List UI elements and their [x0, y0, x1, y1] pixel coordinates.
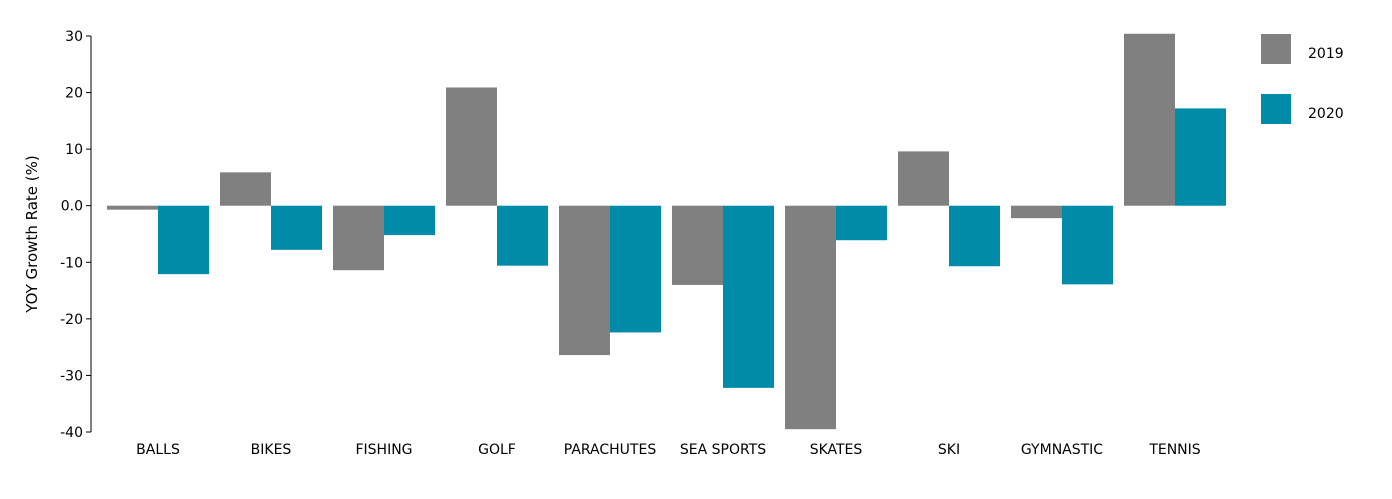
category-label: BIKES — [251, 442, 292, 458]
bar-2019-ski — [898, 151, 949, 206]
y-tick-label: 0.0 — [61, 199, 83, 215]
legend-label: 2020 — [1308, 106, 1344, 122]
bars — [107, 33, 1226, 430]
y-tick-label: -20 — [60, 312, 83, 328]
bar-2019-bikes — [220, 172, 271, 206]
category-label: SEA SPORTS — [680, 442, 766, 458]
y-tick-label: 30 — [65, 29, 83, 45]
bar-2020-balls — [158, 205, 209, 275]
y-tick-label: -10 — [60, 255, 83, 271]
category-label: SKI — [938, 442, 960, 458]
bar-2019-parachutes — [559, 205, 610, 356]
bar-2020-parachutes — [610, 205, 661, 333]
bar-2019-sea-sports — [672, 205, 723, 285]
y-axis: 30 20 10 0.0 -10 -20 -30 -40 — [60, 29, 92, 441]
bar-2019-balls — [107, 205, 158, 210]
bar-2019-gymnastic — [1011, 205, 1062, 219]
category-labels: BALLS BIKES FISHING GOLF PARACHUTES SEA SPORT… — [136, 442, 1201, 458]
legend-swatch-2019 — [1261, 34, 1291, 64]
legend: 2019 2020 — [1261, 34, 1344, 124]
y-tick-label: -40 — [60, 425, 83, 441]
category-label: SKATES — [810, 442, 863, 458]
y-tick-label: 20 — [65, 86, 83, 102]
category-label: TENNIS — [1148, 442, 1200, 458]
category-label: BALLS — [136, 442, 180, 458]
bar-2020-golf — [497, 205, 548, 266]
bar-2020-ski — [949, 205, 1000, 267]
bar-2019-skates — [785, 205, 836, 430]
legend-swatch-2020 — [1261, 94, 1291, 124]
bar-2020-fishing — [384, 205, 435, 236]
category-label: GYMNASTIC — [1021, 442, 1103, 458]
y-tick-label: -30 — [60, 368, 83, 384]
legend-label: 2019 — [1308, 46, 1344, 62]
category-label: FISHING — [355, 442, 412, 458]
category-label: GOLF — [478, 442, 516, 458]
bar-2020-bikes — [271, 205, 322, 250]
bar-2019-fishing — [333, 205, 384, 271]
bar-2019-tennis — [1124, 33, 1175, 206]
bar-2020-sea-sports — [723, 205, 774, 388]
y-tick-label: 10 — [65, 142, 83, 158]
category-label: PARACHUTES — [564, 442, 657, 458]
bar-2019-golf — [446, 87, 497, 206]
bar-2020-tennis — [1175, 108, 1226, 206]
bar-2020-gymnastic — [1062, 205, 1113, 285]
bar-2020-skates — [836, 205, 887, 241]
y-axis-title: YOY Growth Rate (%) — [23, 155, 41, 313]
